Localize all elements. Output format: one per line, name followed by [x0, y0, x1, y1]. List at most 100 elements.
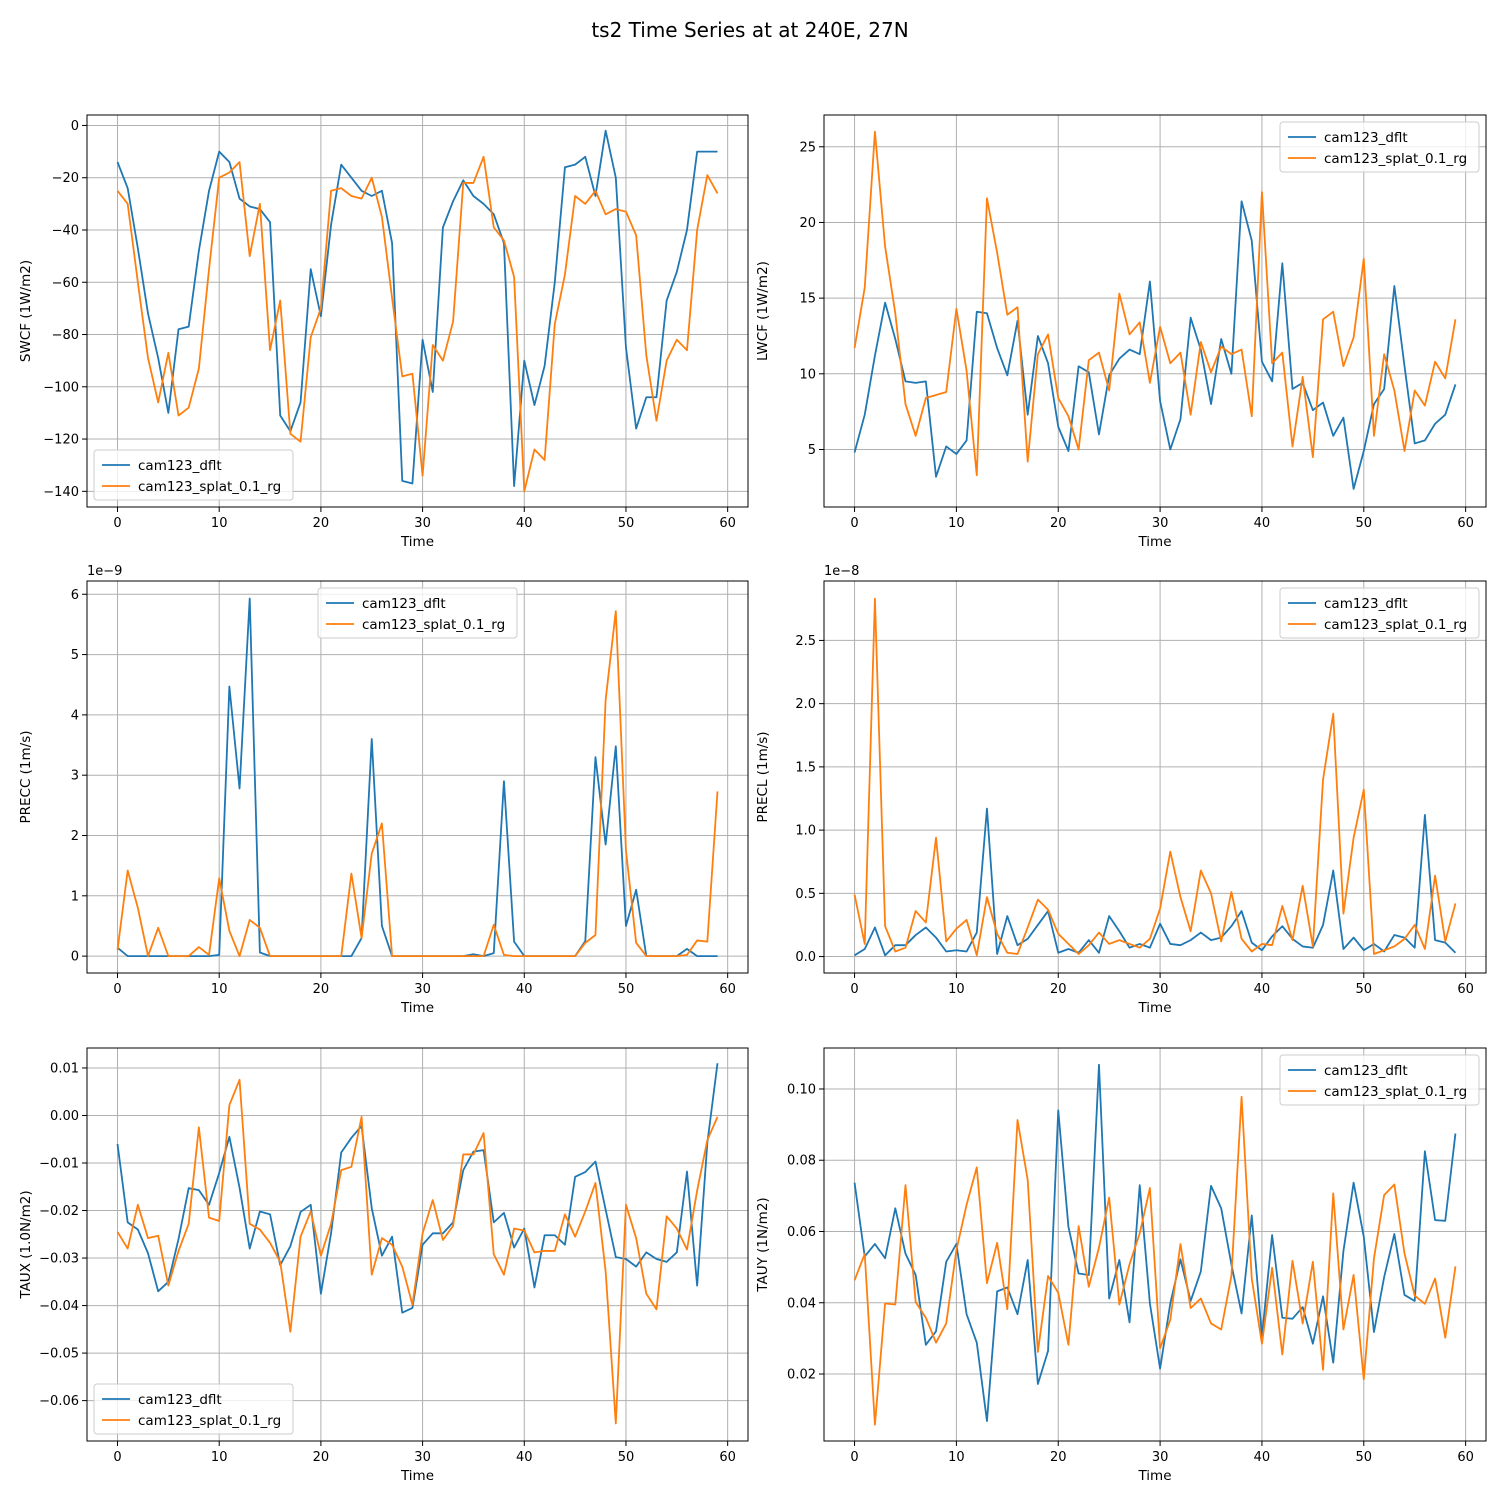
x-tick-label: 30 [414, 516, 431, 531]
y-tick-label: −120 [43, 433, 79, 448]
x-tick-label: 60 [1457, 982, 1474, 997]
x-axis-label: Time [400, 1000, 434, 1016]
y-tick-label: 0.10 [787, 1082, 816, 1097]
legend-box [317, 587, 518, 639]
y-tick-label: 15 [799, 292, 816, 307]
series-line-cam123_dflt [854, 807, 1457, 957]
legend-box [93, 449, 294, 501]
x-tick-label: 50 [1356, 516, 1373, 531]
x-tick-label: 10 [211, 1450, 228, 1465]
x-tick-label: 40 [516, 1450, 533, 1465]
x-tick-label: 20 [313, 982, 330, 997]
series-line-cam123_dflt [853, 1063, 1457, 1422]
y-tick-label: 0 [71, 119, 79, 134]
y-tick-label: 2 [71, 829, 79, 844]
series-line-cam123_dflt [853, 200, 1457, 490]
y-tick-label: 0.5 [795, 887, 816, 902]
x-tick-label: 20 [1050, 516, 1067, 531]
y-tick-label: 2.0 [795, 697, 816, 712]
legend-label: cam123_dflt [1324, 1063, 1408, 1079]
legend: cam123_dflt cam123_splat_0.1_rg [1279, 1054, 1480, 1106]
x-tick-label: 0 [113, 982, 121, 997]
y-tick-label: 4 [71, 708, 79, 723]
x-tick-label: 0 [113, 516, 121, 531]
y-tick-label: −40 [52, 223, 79, 238]
legend-label: cam123_splat_0.1_rg [1324, 1084, 1467, 1100]
y-tick-label: 2.5 [795, 634, 816, 649]
x-tick-label: 50 [618, 982, 635, 997]
series-line-cam123_splat_0.1_rg [116, 1078, 719, 1425]
x-tick-label: 60 [1457, 1450, 1474, 1465]
x-axis-label: Time [1137, 534, 1171, 550]
axes-frame [823, 114, 1487, 508]
y-tick-label: 5 [808, 443, 816, 458]
x-tick-label: 40 [516, 516, 533, 531]
x-tick-label: 50 [1356, 1450, 1373, 1465]
x-tick-label: 10 [948, 1450, 965, 1465]
y-tick-label: 20 [799, 216, 816, 231]
x-tick-label: 0 [850, 1450, 858, 1465]
y-tick-label: −0.02 [39, 1204, 79, 1219]
legend-label: cam123_dflt [362, 596, 446, 612]
legend-label: cam123_dflt [138, 458, 222, 474]
subplot-3: 0 10 20 30 40 50 60 0 1 2 3 4 5 6 1e−9 Time PRECC (1m/s)… [18, 564, 749, 1016]
x-tick-label: 30 [1152, 1450, 1169, 1465]
series-line-cam123_splat_0.1_rg [116, 155, 719, 493]
legend-label: cam123_dflt [138, 1392, 222, 1408]
y-axis-label: SWCF (1W/m2) [18, 260, 34, 362]
x-tick-label: 20 [313, 516, 330, 531]
y-tick-label: 0.0 [795, 950, 816, 965]
y-axis-label: TAUY (1N/m2) [755, 1197, 771, 1292]
x-tick-label: 40 [1254, 516, 1271, 531]
x-tick-label: 10 [948, 516, 965, 531]
x-tick-label: 60 [719, 1450, 736, 1465]
x-tick-label: 0 [850, 516, 858, 531]
y-tick-label: −0.03 [39, 1252, 79, 1267]
y-tick-label: −20 [52, 171, 79, 186]
legend-box [1279, 121, 1480, 173]
y-tick-label: 0.00 [50, 1109, 79, 1124]
x-tick-label: 0 [850, 982, 858, 997]
x-tick-label: 20 [1050, 1450, 1067, 1465]
y-axis-label: LWCF (1W/m2) [755, 261, 771, 361]
y-tick-label: 3 [71, 769, 79, 784]
x-tick-label: 40 [1254, 1450, 1271, 1465]
legend-box [1279, 587, 1480, 639]
y-axis-label: PRECL (1m/s) [755, 731, 771, 822]
x-tick-label: 60 [1457, 516, 1474, 531]
subplot-5: 0 10 20 30 40 50 60 0.01 0.00 −0.01 −0.02 −0.03 −0.0… [18, 1047, 749, 1484]
y-tick-label: 1.5 [795, 760, 816, 775]
y-tick-label: 25 [799, 140, 816, 155]
subplot-2: 0 10 20 30 40 50 60 5 10 15 20 25 Time LWCF (1W/m2) ca… [755, 114, 1487, 550]
x-tick-label: 10 [211, 516, 228, 531]
x-tick-label: 50 [618, 516, 635, 531]
series-line-cam123_splat_0.1_rg [853, 1095, 1457, 1426]
legend-box [1279, 1054, 1480, 1106]
y-tick-label: −60 [52, 276, 79, 291]
series-line-cam123_dflt [116, 597, 718, 958]
legend: cam123_dflt cam123_splat_0.1_rg [1279, 121, 1480, 173]
series-line-cam123_dflt [116, 129, 718, 487]
series-line-cam123_splat_0.1_rg [116, 610, 719, 958]
series-line-cam123_dflt [116, 1063, 719, 1314]
y-tick-label: −0.01 [39, 1157, 79, 1172]
y-axis-label: TAUX (1.0N/m2) [18, 1190, 34, 1299]
x-tick-label: 20 [313, 1450, 330, 1465]
y-tick-label: −140 [43, 485, 79, 500]
y-tick-label: −0.04 [39, 1299, 79, 1314]
legend-label: cam123_splat_0.1_rg [138, 1413, 281, 1429]
x-axis-label: Time [400, 534, 434, 550]
x-tick-label: 10 [948, 982, 965, 997]
axes-frame [86, 114, 749, 508]
legend-label: cam123_splat_0.1_rg [362, 617, 505, 633]
axes-frame [86, 1047, 749, 1442]
legend: cam123_dflt cam123_splat_0.1_rg [1279, 587, 1480, 639]
y-tick-label: 5 [71, 648, 79, 663]
figure-title: ts2 Time Series at at 240E, 27N [591, 18, 908, 42]
y-tick-label: 1 [71, 889, 79, 904]
axes-frame [86, 580, 749, 974]
y-tick-label: 0.04 [787, 1296, 816, 1311]
x-tick-label: 30 [1152, 516, 1169, 531]
x-tick-label: 30 [414, 1450, 431, 1465]
